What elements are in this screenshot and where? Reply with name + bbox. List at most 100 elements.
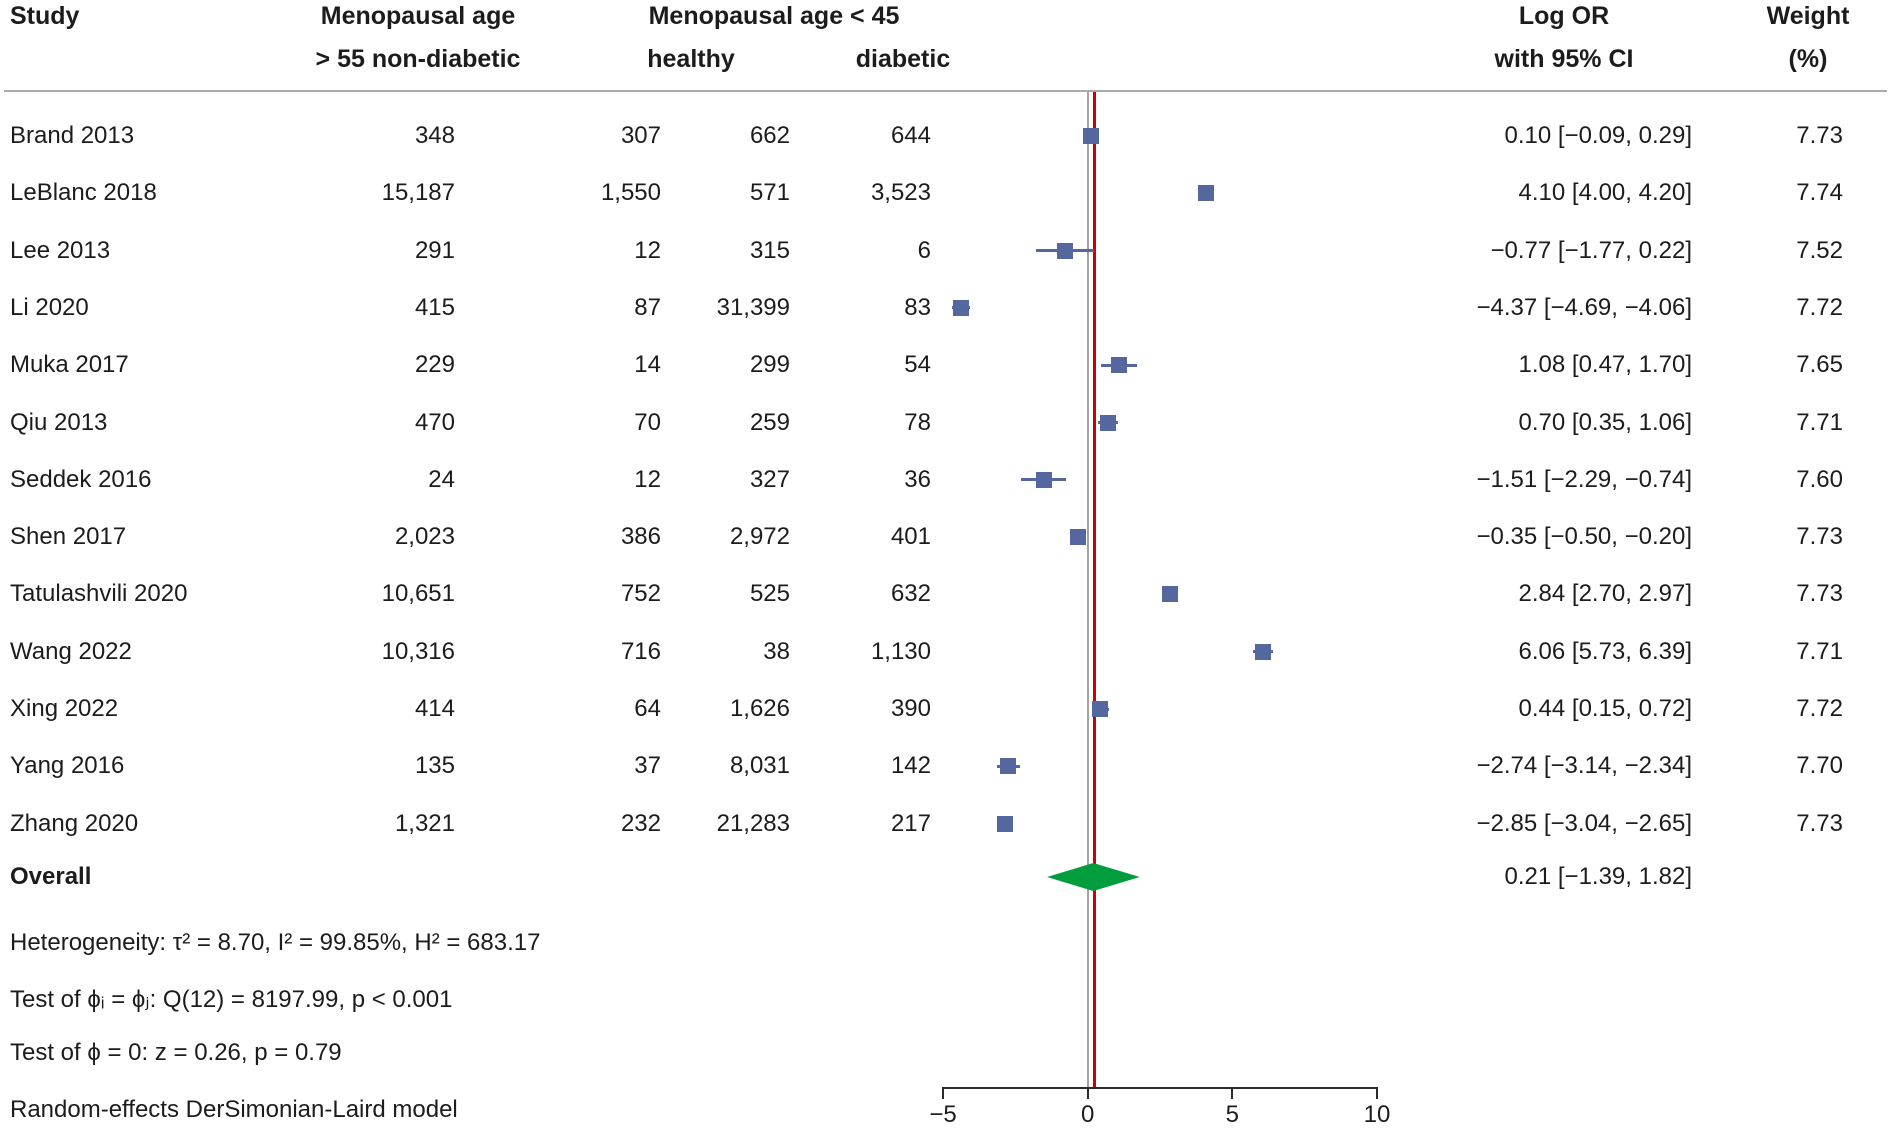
study-label: Wang 2022: [10, 637, 132, 665]
x-axis-tick-label: 10: [1363, 1101, 1391, 1128]
count-col4: 54: [904, 351, 931, 379]
count-col4: 1,130: [870, 637, 931, 665]
count-col4: 644: [890, 122, 931, 149]
count-col3: 571: [749, 179, 790, 207]
effect-square-marker: [1161, 586, 1178, 603]
count-col1: 10,316: [381, 637, 455, 665]
x-axis-tick: [1086, 1087, 1089, 1099]
weight-label: 7.60: [1796, 465, 1843, 493]
overall-label: Overall: [10, 863, 92, 890]
group1-header-line1: Menopausal age: [320, 2, 516, 30]
count-col3: 21,283: [716, 809, 790, 837]
count-col2: 87: [634, 293, 661, 321]
count-col4: 3,523: [870, 179, 931, 207]
effect-ci-label: 0.70 [0.35, 1.06]: [1518, 408, 1692, 436]
count-col1: 414: [414, 695, 455, 722]
effect-square-marker: [1000, 758, 1017, 775]
count-col3: 259: [749, 408, 790, 436]
effect-ci-label: −0.35 [−0.50, −0.20]: [1476, 523, 1692, 551]
count-col2: 307: [620, 122, 661, 149]
q-test-stats: Test of ϕᵢ = ϕⱼ: Q(12) = 8197.99, p < 0.…: [10, 986, 453, 1013]
weight-column-header-line1: Weight: [1766, 2, 1850, 30]
effect-square-marker: [953, 299, 970, 316]
effect-square-marker: [1082, 128, 1099, 144]
x-axis-tick: [1376, 1087, 1378, 1099]
header-divider: [4, 90, 1887, 92]
x-axis-tick-label: −5: [929, 1101, 957, 1128]
weight-label: 7.72: [1796, 695, 1843, 722]
effect-column-header-line1: Log OR: [1518, 2, 1610, 30]
weight-label: 7.71: [1796, 637, 1843, 665]
weight-label: 7.70: [1796, 752, 1843, 780]
overall-estimate-line: [1092, 92, 1096, 1087]
weight-label: 7.52: [1796, 236, 1843, 264]
weight-label: 7.74: [1796, 179, 1843, 207]
count-col4: 83: [904, 293, 931, 321]
count-col3: 38: [763, 637, 790, 665]
count-col2: 1,550: [600, 179, 661, 207]
x-axis-tick-label: 0: [1081, 1101, 1095, 1128]
study-label: LeBlanc 2018: [10, 179, 157, 207]
count-col2: 12: [634, 236, 661, 264]
count-col4: 78: [904, 408, 931, 436]
study-label: Brand 2013: [10, 122, 135, 149]
weight-label: 7.73: [1796, 122, 1843, 149]
effect-ci-label: 4.10 [4.00, 4.20]: [1518, 179, 1692, 207]
count-col2: 716: [620, 637, 661, 665]
study-label: Seddek 2016: [10, 465, 152, 493]
effect-square-marker: [1198, 185, 1215, 202]
study-label: Qiu 2013: [10, 408, 108, 436]
count-col3: 525: [749, 580, 790, 608]
group1-header-line2: > 55 non-diabetic: [315, 45, 521, 73]
effect-ci-label: −4.37 [−4.69, −4.06]: [1476, 293, 1692, 321]
count-col3: 327: [749, 465, 790, 493]
count-col1: 24: [428, 465, 455, 493]
count-col1: 470: [414, 408, 455, 436]
count-col4: 390: [890, 695, 931, 722]
count-col1: 291: [414, 236, 455, 264]
count-col1: 1,321: [394, 809, 455, 837]
effect-ci-label: 0.44 [0.15, 0.72]: [1518, 695, 1692, 722]
count-col3: 8,031: [729, 752, 790, 780]
count-col2: 232: [620, 809, 661, 837]
overall-diamond-shape: [1047, 863, 1141, 891]
count-col1: 415: [414, 293, 455, 321]
study-label: Yang 2016: [10, 752, 125, 780]
effect-ci-label: 1.08 [0.47, 1.70]: [1518, 351, 1692, 379]
weight-column-header-line2: (%): [1788, 45, 1828, 73]
weight-label: 7.73: [1796, 580, 1843, 608]
effect-square-marker: [997, 815, 1014, 832]
weight-label: 7.73: [1796, 523, 1843, 551]
heterogeneity-stats: Heterogeneity: τ² = 8.70, I² = 99.85%, H…: [10, 929, 541, 956]
count-col3: 1,626: [729, 695, 790, 722]
count-col2: 70: [634, 408, 661, 436]
weight-label: 7.72: [1796, 293, 1843, 321]
count-col1: 15,187: [381, 179, 455, 207]
x-axis-tick: [942, 1087, 945, 1099]
x-axis-tick-label: 5: [1225, 1101, 1240, 1128]
effect-square-marker: [1099, 414, 1116, 431]
count-col4: 36: [904, 465, 931, 493]
overall-diamond: [1047, 863, 1141, 891]
count-col1: 10,651: [381, 580, 455, 608]
count-col3: 2,972: [729, 523, 790, 551]
z-test-stats: Test of ϕ = 0: z = 0.26, p = 0.79: [10, 1039, 342, 1066]
study-label: Muka 2017: [10, 351, 129, 379]
count-col2: 64: [634, 695, 661, 722]
study-label: Xing 2022: [10, 695, 119, 722]
count-col4: 632: [890, 580, 931, 608]
study-label: Li 2020: [10, 293, 89, 321]
count-col1: 2,023: [394, 523, 455, 551]
effect-ci-label: 2.84 [2.70, 2.97]: [1518, 580, 1692, 608]
count-col3: 299: [749, 351, 790, 379]
count-col2: 752: [620, 580, 661, 608]
effect-square-marker: [1057, 242, 1074, 259]
effect-square-marker: [1036, 471, 1053, 488]
overall-ci-label: 0.21 [−1.39, 1.82]: [1504, 863, 1693, 890]
subheader-healthy: healthy: [647, 45, 735, 73]
subheader-diabetic: diabetic: [855, 45, 951, 73]
count-col1: 229: [414, 351, 455, 379]
effect-square-marker: [1092, 701, 1109, 717]
effect-square-marker: [1110, 357, 1127, 374]
